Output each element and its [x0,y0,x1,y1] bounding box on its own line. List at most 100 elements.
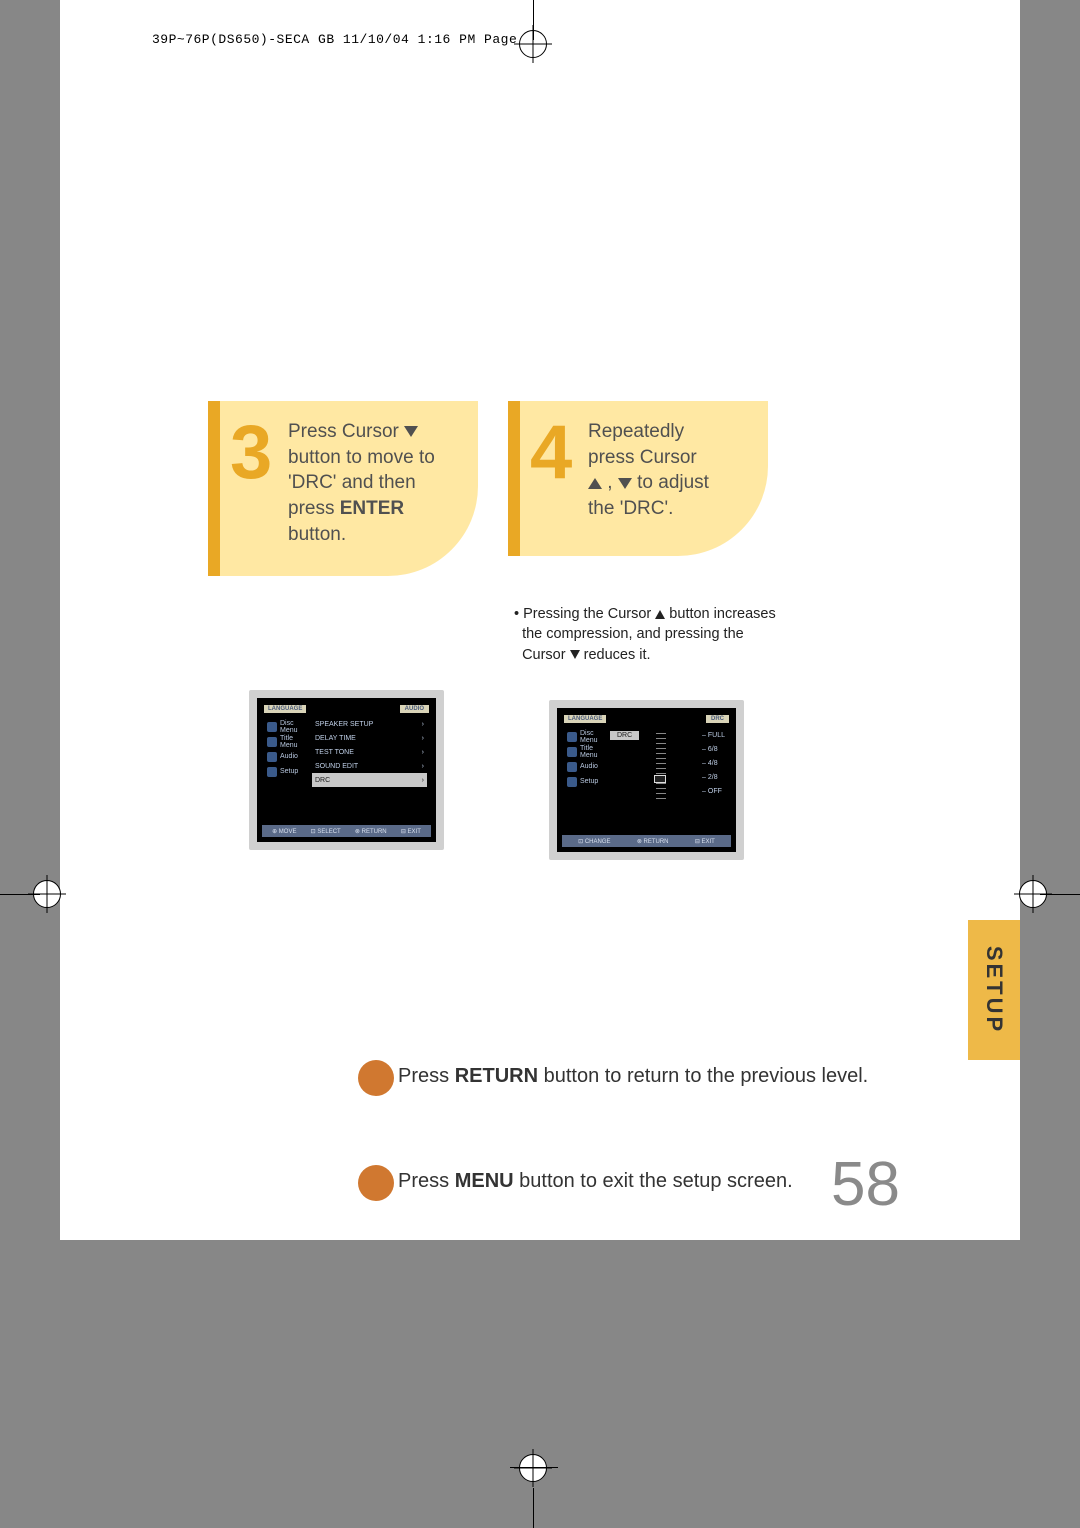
menu-label: SOUND EDIT [315,763,358,770]
note-pre: Pressing the Cursor [523,606,655,622]
cursor-down-icon [570,650,580,659]
side-item: Setup [564,774,609,789]
step-accent-bar [508,401,520,556]
return-bold: RETURN [455,1065,538,1087]
drc-level: 6/8 [708,746,718,753]
menu-instruction: Press MENU button to exit the setup scre… [398,1170,793,1193]
side-icon [267,767,277,777]
step-4-number: 4 [530,409,572,496]
menu-row: SPEAKER SETUP › [312,717,427,731]
side-label: Title Menu [580,745,609,759]
crop-mark [0,894,40,895]
step3-line4-pre: press [288,498,340,519]
osd-inner: LANGUAGE AUDIO Disc Menu Title Menu Audi… [262,703,431,837]
step-accent-bar [208,401,220,576]
side-label: Audio [580,763,598,770]
side-label: Disc Menu [580,730,609,744]
menu-row: TEST TONE› [312,745,427,759]
drc-level: OFF [708,788,722,795]
hint: ⊟ EXIT [695,838,715,845]
drc-level: 4/8 [708,760,718,767]
menu-bold: MENU [455,1170,514,1192]
side-item: Audio [564,759,609,774]
print-header: 39P~76P(DS650)-SECA GB 11/10/04 1:16 PM … [152,32,542,47]
menu-arrow: › [422,721,424,728]
step-4-tab: 4 Repeatedly press Cursor , to adjust th… [508,401,768,556]
menu-label: SPEAKER SETUP [315,721,373,728]
drc-level: FULL [708,732,725,739]
return-post: button to return to the previous level. [538,1065,868,1087]
menu-row-selected: DRC› [312,773,427,787]
step4-line2: press Cursor [588,447,697,468]
step4-line4: the 'DRC'. [588,498,673,519]
bullet-dot [358,1060,394,1096]
side-icon [267,737,277,747]
hint: ⊡ CHANGE [578,838,610,845]
manual-page: 39P~76P(DS650)-SECA GB 11/10/04 1:16 PM … [60,0,1020,1380]
hint: ⊡ SELECT [311,828,341,835]
crop-mark [533,1488,534,1528]
osd-side-column: Disc Menu Title Menu Audio Setup [564,729,609,789]
side-item: Audio [264,749,309,764]
note-post1: button increases [665,606,775,622]
drc-level-labels: – FULL – 6/8 – 4/8 – 2/8 – OFF [702,729,725,799]
hint: ⊗ RETURN [355,828,387,835]
side-icon [267,752,277,762]
side-item: Disc Menu [564,729,609,744]
cursor-up-icon [655,610,665,619]
cursor-down-icon [404,426,418,437]
bullet-dot [358,1165,394,1201]
side-item: Title Menu [264,734,309,749]
osd-side-column: Disc Menu Title Menu Audio Setup [264,719,309,779]
side-label: Audio [280,753,298,760]
menu-post: button to exit the setup screen. [514,1170,793,1192]
menu-label: DELAY TIME [315,735,356,742]
note-line3-pre: Cursor [522,647,570,663]
crop-mark [1040,894,1080,895]
osd-inner: LANGUAGE DRC Disc Menu Title Menu Audio … [562,713,731,847]
menu-label: TEST TONE [315,749,354,756]
page-number: 58 [831,1149,900,1220]
lang-badge: LANGUAGE [264,705,306,713]
side-icon [567,732,577,742]
menu-arrow: › [422,777,424,784]
section-badge: AUDIO [400,705,429,713]
step4-line1: Repeatedly [588,421,684,442]
side-item: Title Menu [564,744,609,759]
hint: ⊗ RETURN [637,838,669,845]
osd-hint-bar: ⊡ CHANGE ⊗ RETURN ⊟ EXIT [562,835,731,847]
step-4-note: • Pressing the Cursor button increases t… [514,604,834,665]
side-label: Setup [280,768,298,775]
side-label: Setup [580,778,598,785]
note-line2: the compression, and pressing the [522,626,744,642]
section-badge: DRC [706,715,729,723]
side-icon [567,777,577,787]
side-item: Disc Menu [264,719,309,734]
return-instruction: Press RETURN button to return to the pre… [398,1065,868,1088]
step-3-tab: 3 Press Cursor button to move to 'DRC' a… [208,401,478,576]
step-3-text: Press Cursor button to move to 'DRC' and… [288,419,468,547]
crop-mark [510,1467,558,1468]
menu-pre: Press [398,1170,455,1192]
side-icon [567,762,577,772]
side-label: Disc Menu [280,720,309,734]
menu-arrow: › [422,763,424,770]
step3-line3: 'DRC' and then [288,472,416,493]
osd-screenshot-audio: LANGUAGE AUDIO Disc Menu Title Menu Audi… [249,690,444,850]
menu-arrow: › [422,735,424,742]
chapter-tab: SETUP [968,920,1020,1060]
osd-screenshot-drc: LANGUAGE DRC Disc Menu Title Menu Audio … [549,700,744,860]
note-line3-post: reduces it. [580,647,651,663]
crop-mark [533,0,534,40]
step-3-number: 3 [230,409,272,496]
side-label: Title Menu [280,735,309,749]
step3-line5: button. [288,524,346,545]
step4-line3-post: to adjust [632,472,709,493]
footer-band [60,1240,1020,1380]
hint: ⊟ EXIT [401,828,421,835]
menu-row: DELAY TIME › [312,731,427,745]
hint: ⊕ MOVE [272,828,296,835]
step3-line2: button to move to [288,447,435,468]
cursor-down-icon [618,478,632,489]
registration-mark [519,1454,547,1482]
